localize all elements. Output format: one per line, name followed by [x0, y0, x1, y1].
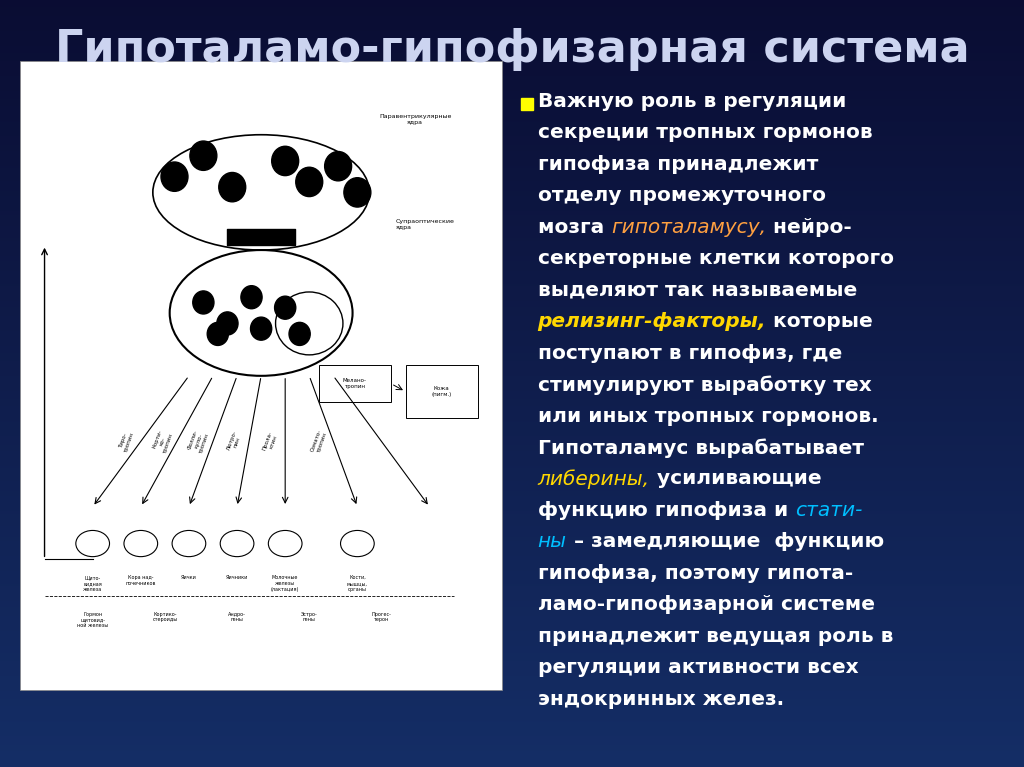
- Text: – замедляющие  функцию: – замедляющие функцию: [566, 532, 884, 551]
- Text: Тиро-
тропин: Тиро- тропин: [118, 430, 135, 453]
- Text: усиливающие: усиливающие: [649, 469, 821, 489]
- Text: гипофиза, поэтому гипота-: гипофиза, поэтому гипота-: [538, 564, 853, 583]
- Bar: [318, 365, 391, 402]
- Text: которые: которые: [766, 312, 872, 331]
- Text: Яички: Яички: [181, 575, 197, 580]
- Text: Сомато-
тропин: Сомато- тропин: [310, 429, 328, 454]
- Text: Паравентрикулярные
ядра: Паравентрикулярные ядра: [379, 114, 452, 125]
- Text: или иных тропных гормонов.: или иных тропных гормонов.: [538, 407, 879, 426]
- Text: стимулируют выработку тех: стимулируют выработку тех: [538, 375, 871, 395]
- Text: гипофиза принадлежит: гипофиза принадлежит: [538, 155, 818, 174]
- Circle shape: [325, 152, 351, 181]
- Text: Яичники: Яичники: [226, 575, 248, 580]
- Text: принадлежит ведущая роль в: принадлежит ведущая роль в: [538, 627, 893, 646]
- Circle shape: [219, 173, 246, 202]
- Circle shape: [296, 167, 323, 196]
- Text: Прола-
ктин: Прола- ктин: [262, 430, 280, 453]
- Circle shape: [274, 296, 296, 319]
- Circle shape: [189, 141, 217, 170]
- Text: Гипоталамус вырабатывает: Гипоталамус вырабатывает: [538, 438, 863, 458]
- Text: Кора над-
почечников: Кора над- почечников: [126, 575, 156, 586]
- Text: поступают в гипофиз, где: поступают в гипофиз, где: [538, 344, 842, 363]
- Text: Мелано-
тропин: Мелано- тропин: [343, 378, 367, 389]
- Text: мозга: мозга: [538, 218, 611, 237]
- Text: секреции тропных гормонов: секреции тропных гормонов: [538, 123, 872, 143]
- Text: секреторные клетки которого: секреторные клетки которого: [538, 249, 894, 268]
- Circle shape: [344, 178, 371, 207]
- Text: стати-: стати-: [795, 501, 862, 520]
- Text: Фолли-
куло-
тропин: Фолли- куло- тропин: [187, 429, 210, 454]
- Circle shape: [251, 317, 271, 341]
- Text: Супраоптические
ядра: Супраоптические ядра: [396, 219, 455, 230]
- Text: гипоталамусу,: гипоталамусу,: [611, 218, 766, 237]
- Text: Щито-
видная
железа: Щито- видная железа: [83, 575, 102, 591]
- Text: Андро-
гены: Андро- гены: [228, 612, 246, 623]
- Text: либерины,: либерины,: [538, 469, 649, 489]
- Text: Эстро-
гены: Эстро- гены: [301, 612, 317, 623]
- Text: эндокринных желез.: эндокринных желез.: [538, 690, 783, 709]
- Text: Гипоталамо-гипофизарная система: Гипоталамо-гипофизарная система: [54, 28, 970, 71]
- Text: Гормон
щитовид-
ной железы: Гормон щитовид- ной железы: [77, 612, 109, 628]
- Bar: [406, 365, 477, 418]
- Circle shape: [161, 162, 188, 191]
- Text: Прогес-
терон: Прогес- терон: [372, 612, 391, 623]
- Text: выделяют так называемые: выделяют так называемые: [538, 281, 857, 300]
- Text: Кожа
(пигм.): Кожа (пигм.): [431, 386, 452, 397]
- Text: Кости,
мышцы,
органы: Кости, мышцы, органы: [347, 575, 368, 591]
- Circle shape: [241, 285, 262, 309]
- Text: Лютро-
пин: Лютро- пин: [226, 430, 244, 453]
- Text: Важную роль в регуляции: Важную роль в регуляции: [538, 92, 846, 111]
- Bar: [20, 61, 502, 690]
- Text: релизинг-факторы,: релизинг-факторы,: [538, 312, 766, 331]
- Text: Кортико-
стероиды: Кортико- стероиды: [153, 612, 177, 623]
- Circle shape: [289, 322, 310, 345]
- Text: функцию гипофиза и: функцию гипофиза и: [538, 501, 795, 520]
- Text: регуляции активности всех: регуляции активности всех: [538, 658, 858, 677]
- Text: ны: ны: [538, 532, 566, 551]
- Text: Корти-
ко-
тропин: Корти- ко- тропин: [152, 429, 174, 454]
- Circle shape: [271, 146, 299, 176]
- Circle shape: [207, 322, 228, 345]
- Text: Молочные
железы
(лактация): Молочные железы (лактация): [271, 575, 299, 591]
- Text: отделу промежуточного: отделу промежуточного: [538, 186, 825, 206]
- Circle shape: [217, 312, 238, 335]
- Circle shape: [193, 291, 214, 314]
- Text: нейро-: нейро-: [766, 218, 852, 237]
- Text: ламо-гипофизарной системе: ламо-гипофизарной системе: [538, 595, 874, 614]
